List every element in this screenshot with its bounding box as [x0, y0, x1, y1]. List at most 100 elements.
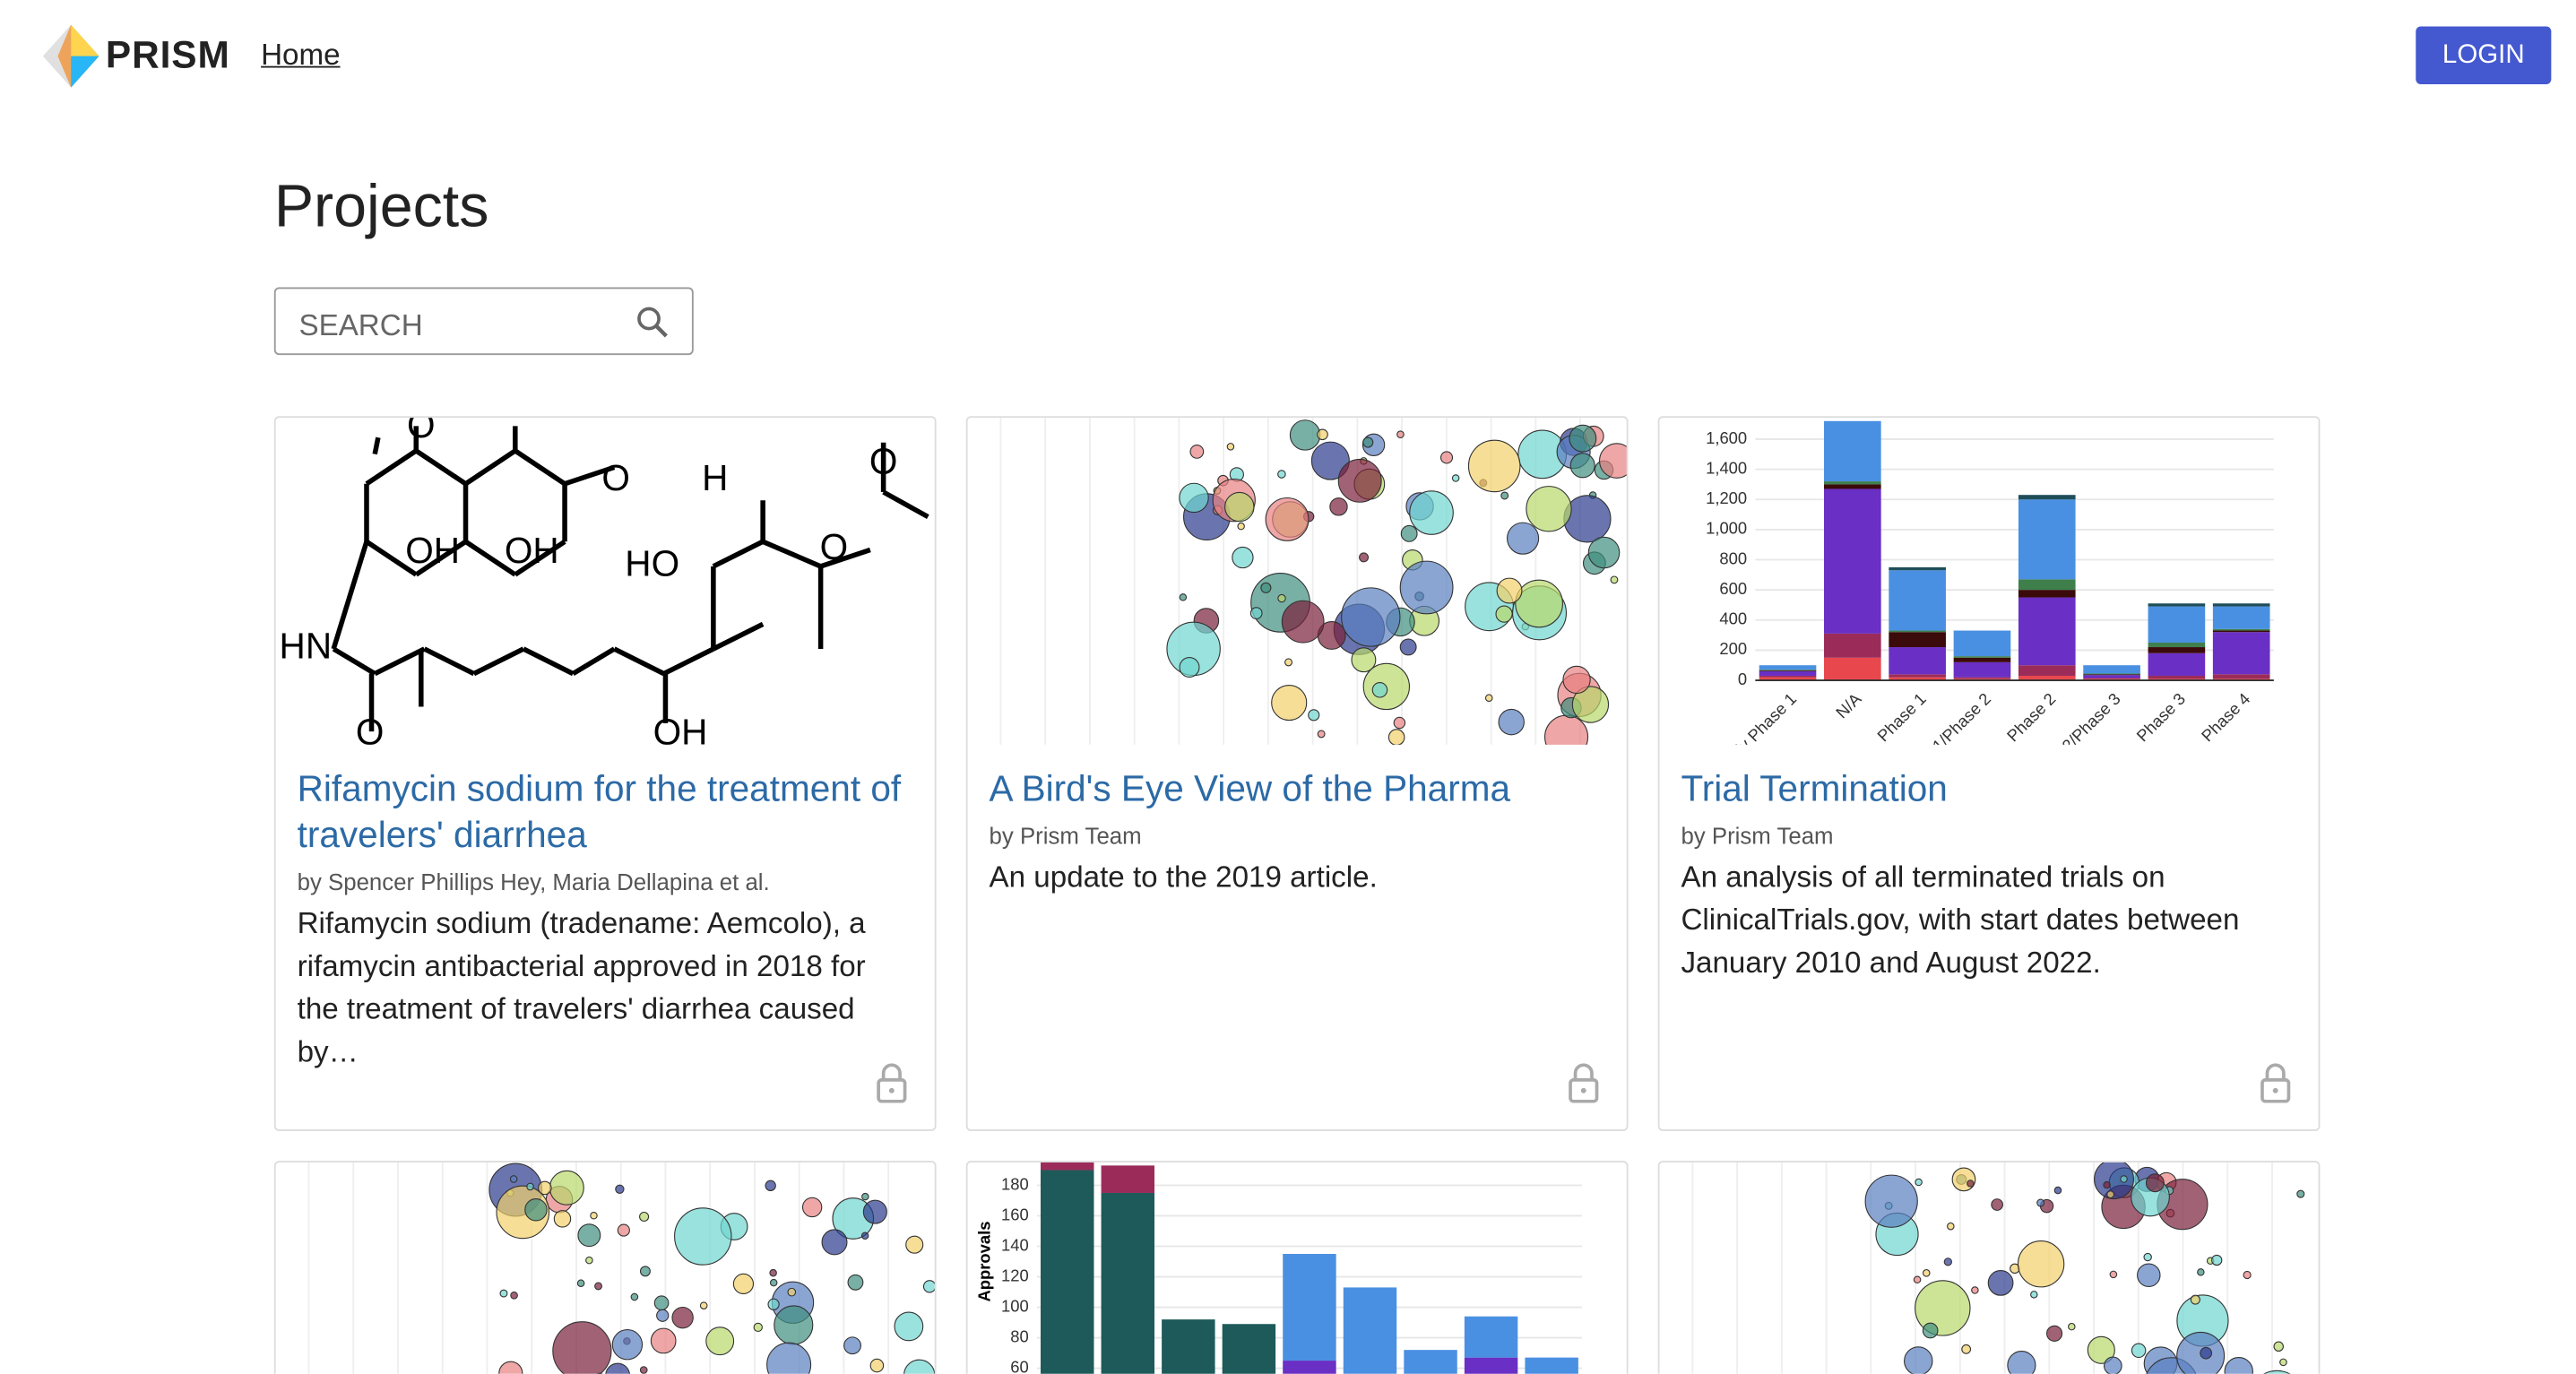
y-tick-label: 1,400 [1706, 458, 1747, 477]
thumbnail [307, 1162, 935, 1374]
card-byline: by Spencer Phillips Hey, Maria Dellapina… [297, 868, 770, 895]
bar-segment [2083, 675, 2140, 678]
bubble [801, 1197, 823, 1218]
bubble [2103, 1180, 2111, 1189]
bar-segment [1464, 1316, 1518, 1358]
project-card[interactable] [273, 1161, 937, 1374]
bar-segment [2212, 628, 2270, 631]
bubble [732, 1273, 755, 1295]
bubble [1864, 1174, 1918, 1228]
project-card[interactable]: 1,600 1,400 1,200 1,000 800 600 400 200 0 ly Phas… [1657, 416, 2321, 1131]
lock-hole [1580, 1087, 1586, 1093]
bubble [674, 1207, 732, 1266]
bubble [2143, 1252, 2152, 1262]
bubble [498, 1361, 523, 1374]
project-card[interactable]: O O OH OH H O O HO HN O OH Rifamycin sodium for the… [273, 416, 937, 1131]
bubble [2007, 1351, 2036, 1374]
bubble [843, 1336, 861, 1355]
atom-label: O [869, 440, 898, 481]
nav-link[interactable]: Home [261, 38, 341, 72]
bar-segment [1041, 1170, 1094, 1374]
bubble [1396, 430, 1405, 438]
bubble [1961, 1344, 1972, 1354]
project-card[interactable]: 180 160 140 120 100 80 60 Approvals [965, 1161, 1629, 1374]
bubble [1913, 1275, 1922, 1283]
bubble [2017, 1240, 2065, 1288]
atom-label: O [601, 457, 630, 498]
bond [522, 646, 575, 677]
bar-segment [2018, 579, 2076, 591]
bar-segment [1889, 677, 1946, 681]
brand[interactable]: PRISM [105, 32, 230, 76]
bubble [1179, 656, 1200, 678]
project-card[interactable]: A Bird's Eye View of the Pharma by Prism … [965, 416, 1629, 1131]
bar-segment [2148, 675, 2206, 679]
bubble [903, 1359, 935, 1374]
bubble [1371, 682, 1388, 698]
logo[interactable] [42, 24, 99, 88]
bubble [524, 1198, 548, 1222]
card-title[interactable]: Trial Termination [1681, 767, 1948, 809]
bubble [1562, 665, 1591, 695]
bar-segment [2148, 603, 2206, 607]
bubble [1308, 709, 1320, 722]
bubble [617, 1223, 630, 1237]
bubble [1329, 497, 1348, 516]
bubble [821, 1229, 848, 1256]
bar-segment [1525, 1357, 1578, 1374]
bar-segment [1824, 488, 1881, 634]
bubble [2068, 1322, 2076, 1331]
bubble [1971, 1286, 1979, 1294]
bar-segment [1759, 677, 1817, 681]
search-placeholder: SEARCH [298, 308, 423, 342]
bond [414, 448, 468, 487]
bar-segment [2212, 606, 2270, 629]
bond [571, 646, 616, 677]
bar-segment [2212, 674, 2270, 679]
atom-label: O [407, 418, 436, 445]
bubble [1563, 495, 1612, 543]
bubble [630, 1292, 639, 1301]
bubble [1179, 482, 1209, 514]
bubble [526, 1182, 534, 1191]
bubble [2190, 1294, 2200, 1305]
lock-icon [2260, 1063, 2291, 1103]
bubble [1237, 522, 1245, 531]
bubble [2200, 1346, 2213, 1360]
x-tick-label: Phase 3 [2132, 689, 2189, 745]
y-tick-label: 0 [1738, 670, 1747, 688]
x-tick-label: N/A [1832, 688, 1865, 722]
project-card[interactable] [1657, 1161, 2321, 1374]
bar-segment [1889, 647, 1946, 675]
bar-segment [1759, 670, 1817, 676]
search-box[interactable]: SEARCH [273, 287, 694, 356]
bar-segment [1889, 674, 1946, 678]
bubble [765, 1180, 776, 1192]
bar-segment [1889, 566, 1946, 571]
bubble [705, 1326, 735, 1356]
bubble [766, 1342, 812, 1374]
search-icon[interactable] [635, 306, 669, 339]
bubble [1943, 1257, 1952, 1266]
bubble [2094, 1162, 2134, 1200]
bond [514, 448, 566, 487]
bar-segment [1824, 484, 1881, 489]
atom-label: H [702, 457, 728, 498]
bubble [552, 1321, 612, 1374]
bubble [615, 1184, 625, 1194]
bond [472, 646, 525, 677]
bar-segment [1953, 656, 2011, 658]
bubble [2030, 1291, 2038, 1299]
bar-segment [2212, 603, 2270, 607]
bubble [862, 1199, 887, 1224]
login-button[interactable]: LOGIN [2416, 26, 2552, 84]
bubble [1232, 546, 1254, 569]
bubble [2046, 1325, 2063, 1342]
x-tick-label: ly Phase 1 [1733, 689, 1801, 745]
bond [373, 646, 426, 677]
card-title[interactable]: A Bird's Eye View of the Pharma [989, 767, 1511, 809]
bubble [2273, 1341, 2284, 1352]
y-tick-label: 1,000 [1706, 519, 1747, 538]
card-title[interactable]: Rifamycin sodium for the treatment of tr… [297, 767, 902, 856]
